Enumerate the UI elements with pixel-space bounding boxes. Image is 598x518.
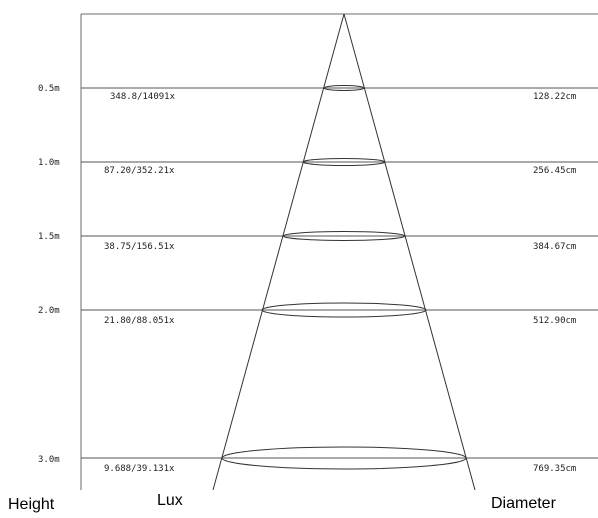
diameter-label-1-5m: 384.67cm xyxy=(533,242,576,252)
beam-ellipse-2-0m xyxy=(261,302,427,318)
height-label-1-0m: 1.0m xyxy=(38,158,60,168)
diameter-label-2-0m: 512.90cm xyxy=(533,316,576,326)
lux-label-0-5m: 348.8/14091x xyxy=(110,92,176,102)
height-label-2-0m: 2.0m xyxy=(38,306,60,316)
height-label-0-5m: 0.5m xyxy=(38,84,60,94)
beam-left-edge xyxy=(212,13,345,491)
beam-right-edge xyxy=(343,13,476,491)
beam-ellipse-0-5m xyxy=(323,85,365,91)
lux-label-2-0m: 21.80/88.051x xyxy=(104,316,175,326)
beam-ellipse-3-0m xyxy=(221,446,467,470)
lux-label-1-5m: 38.75/156.51x xyxy=(104,242,175,252)
lux-label-1-0m: 87.20/352.21x xyxy=(104,166,175,176)
diameter-label-1-0m: 256.45cm xyxy=(533,166,576,176)
lux-caption: Lux xyxy=(157,492,183,509)
lux-label-3-0m: 9.688/39.131x xyxy=(104,464,175,474)
diameter-label-0-5m: 128.22cm xyxy=(533,92,576,102)
diameter-label-3-0m: 769.35cm xyxy=(533,464,576,474)
height-label-3-0m: 3.0m xyxy=(38,455,60,465)
beam-ellipse-1-0m xyxy=(302,158,386,166)
height-caption: Height xyxy=(8,496,55,513)
diameter-caption: Diameter xyxy=(491,495,557,512)
height-label-1-5m: 1.5m xyxy=(38,232,60,242)
beam-ellipse-1-5m xyxy=(282,231,406,241)
